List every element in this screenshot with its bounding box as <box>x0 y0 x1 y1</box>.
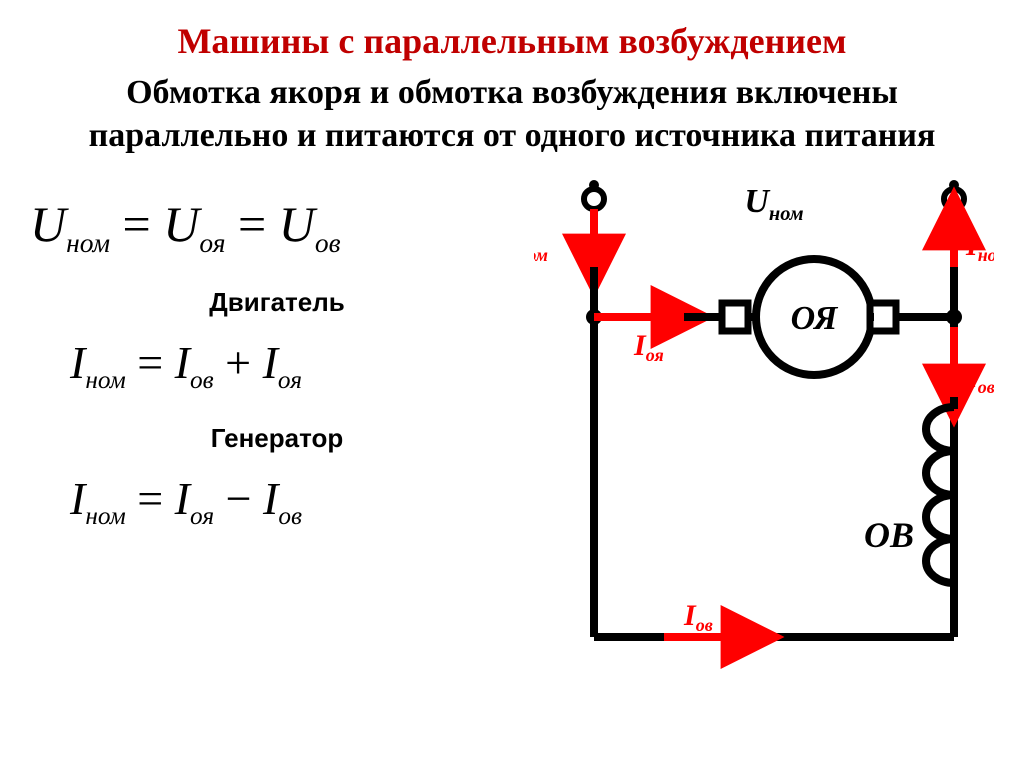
generator-label: Генератор <box>30 423 524 454</box>
svg-text:Iном: Iном <box>534 229 548 265</box>
content: Uном = Uоя = Uов Двигатель Iном = Iов + … <box>30 177 994 677</box>
equations-column: Uном = Uоя = Uов Двигатель Iном = Iов + … <box>30 177 534 677</box>
subtitle: Обмотка якоря и обмотка возбуждения вклю… <box>30 72 994 157</box>
svg-text:Iном: Iном <box>965 229 994 265</box>
circuit-diagram: Uном Iном Iном Iоя Iов Iов <box>534 177 994 677</box>
equation-generator: Iном = Iоя − Iов <box>30 472 524 531</box>
svg-text:Iов: Iов <box>683 599 713 635</box>
svg-text:ОЯ: ОЯ <box>791 300 839 337</box>
svg-text:Iоя: Iоя <box>633 329 664 365</box>
equation-motor: Iном = Iов + Iоя <box>30 336 524 395</box>
equation-voltage: Uном = Uоя = Uов <box>30 195 524 259</box>
svg-text:ОВ: ОВ <box>864 515 914 555</box>
page-title: Машины с параллельным возбуждением <box>30 20 994 62</box>
svg-text:Uном: Uном <box>744 183 803 225</box>
motor-label: Двигатель <box>30 287 524 318</box>
svg-text:Iов: Iов <box>965 361 994 397</box>
